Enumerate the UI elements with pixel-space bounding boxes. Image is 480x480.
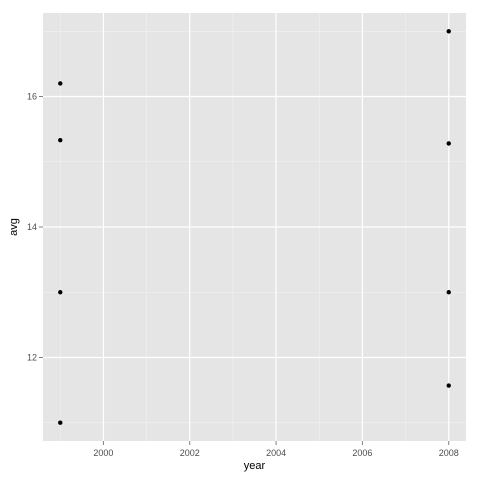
data-point [446, 141, 451, 146]
x-axis: 2000 2002 2004 2006 2008 [93, 441, 459, 458]
x-tick-label: 2008 [439, 448, 459, 458]
y-tick-label: 14 [27, 222, 37, 232]
y-tick-label: 16 [27, 92, 37, 102]
y-tick-label: 12 [27, 352, 37, 362]
x-tick-label: 2000 [93, 448, 113, 458]
x-tick-label: 2006 [352, 448, 372, 458]
data-point [58, 290, 63, 295]
data-point [446, 383, 451, 388]
y-axis: 12 14 16 [27, 92, 43, 362]
x-tick-label: 2002 [180, 448, 200, 458]
data-points [58, 29, 451, 425]
major-gridlines [43, 13, 466, 441]
data-point [58, 138, 63, 143]
data-point [58, 420, 63, 425]
x-axis-title: year [244, 460, 266, 472]
x-tick-label: 2004 [266, 448, 286, 458]
data-point [446, 29, 451, 34]
data-point [58, 81, 63, 86]
y-axis-title: avg [8, 218, 20, 236]
data-point [446, 290, 451, 295]
